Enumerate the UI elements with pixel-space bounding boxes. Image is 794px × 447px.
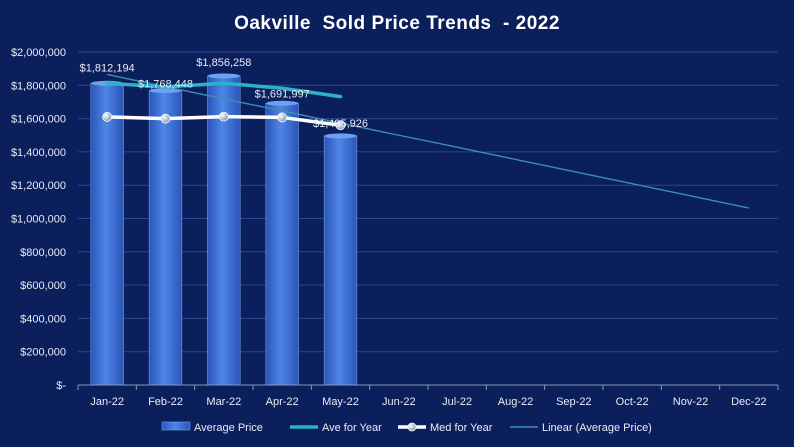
bar-data-label: $1,768,448 <box>138 79 193 91</box>
bar <box>207 75 241 386</box>
y-tick-label: $1,800,000 <box>11 80 66 92</box>
lines <box>102 73 749 209</box>
legend-label: Average Price <box>194 422 263 434</box>
axes: $- $200,000 $400,000 $600,000 $800,000 $1,000… <box>11 47 779 408</box>
bar <box>323 135 358 386</box>
x-tick-label: Sep-22 <box>556 396 591 408</box>
y-tick-label: $1,400,000 <box>11 147 66 159</box>
y-tick-label: $600,000 <box>20 280 66 292</box>
legend-label: Linear (Average Price) <box>542 422 652 434</box>
y-tick-label: $400,000 <box>20 313 66 325</box>
y-tick-label: $1,600,000 <box>11 114 66 126</box>
legend-swatch-average-price <box>161 421 191 431</box>
legend-marker-med-for-year <box>407 422 417 432</box>
y-tick-label: $1,200,000 <box>11 180 66 192</box>
x-tick-label: May-22 <box>322 396 359 408</box>
y-tick-label: $200,000 <box>20 347 66 359</box>
bar-data-label: $1,495,926 <box>313 118 368 130</box>
chart-title: Oakville Sold Price Trends - 2022 <box>234 13 560 34</box>
med-marker <box>102 112 113 122</box>
bars <box>90 73 358 386</box>
med-marker <box>277 112 288 123</box>
legend-label: Med for Year <box>430 422 493 434</box>
x-tick-label: Jan-22 <box>90 396 124 408</box>
legend: Average Price Ave for Year Med for Year Lin… <box>161 421 652 434</box>
data-labels: $1,812,194$1,768,448$1,856,258 $1,691,997… <box>80 57 368 130</box>
y-tick-label: $- <box>56 380 66 392</box>
med-marker <box>160 113 171 124</box>
x-tick-label: Nov-22 <box>673 396 708 408</box>
y-tick-label: $2,000,000 <box>11 47 66 59</box>
bar-top <box>207 73 241 79</box>
med-marker <box>218 111 229 122</box>
bar-top <box>324 133 357 139</box>
x-tick-label: Jun-22 <box>382 396 416 408</box>
bar-top <box>265 100 299 106</box>
bar-data-label: $1,691,997 <box>255 88 310 100</box>
med-marker <box>335 120 346 131</box>
bar <box>148 90 183 386</box>
x-tick-label: Aug-22 <box>498 396 533 408</box>
x-tick-label: Apr-22 <box>266 396 299 408</box>
bar-data-label: $1,856,258 <box>196 57 251 69</box>
bar-data-label: $1,812,194 <box>80 62 135 74</box>
y-tick-label: $1,000,000 <box>11 214 66 226</box>
bar <box>265 102 299 386</box>
series-line-ave-for-year <box>105 81 343 99</box>
legend-label: Ave for Year <box>322 422 382 434</box>
x-tick-label: Oct-22 <box>616 396 649 408</box>
x-tick-label: Feb-22 <box>148 396 183 408</box>
gridlines <box>78 51 778 353</box>
x-tick-label: Jul-22 <box>442 396 472 408</box>
bar-top <box>149 88 182 94</box>
trendline-average-price <box>107 73 749 209</box>
y-tick-label: $800,000 <box>20 247 66 259</box>
x-tick-label: Dec-22 <box>731 396 766 408</box>
x-tick-label: Mar-22 <box>206 396 241 408</box>
bar <box>90 82 124 386</box>
